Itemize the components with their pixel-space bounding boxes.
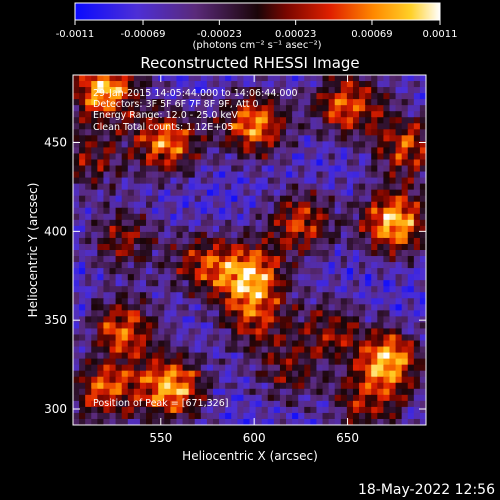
annotation-clean-counts: Clean Total counts: 1.12E+05 [93,122,233,133]
chart-title: Reconstructed RHESSI Image [140,54,359,72]
colorbar-tick-label: -0.0011 [56,29,95,40]
axes: 550 600 650 300 350 400 450 [44,75,426,445]
plot-frame [72,74,427,426]
annotation-detectors: Detectors: 3F 5F 6F 7F 8F 9F, Att 0 [93,99,259,110]
colorbar-tick-label: 0.00023 [275,29,316,40]
colorbar-tick-label: -0.00023 [197,29,242,40]
annotation-time-range: 29-Jan-2015 14:05:44.000 to 14:06:44.000 [93,88,298,99]
annotations: 29-Jan-2015 14:05:44.000 to 14:06:44.000… [93,88,298,409]
x-tick-label: 600 [243,431,266,445]
colorbar-tick-label: 0.00069 [351,29,392,40]
heatmap-image [73,75,426,425]
y-tick-label: 300 [44,402,67,416]
y-tick-label: 450 [44,136,67,150]
colorbar [74,2,441,21]
annotation-energy-range: Energy Range: 12.0 - 25.0 keV [93,110,238,121]
x-tick-label: 550 [149,431,172,445]
timestamp: 18-May-2022 12:56 [358,482,495,498]
x-axis-label: Heliocentric X (arcsec) [182,449,318,463]
colorbar-ticks: -0.0011 -0.00069 -0.00023 0.00023 0.00069 0.0… [56,20,458,40]
colorbar-unit-label: (photons cm⁻² s⁻¹ asec⁻²) [192,40,321,51]
y-tick-label: 350 [44,313,67,327]
y-axis-label: Heliocentric Y (arcsec) [26,183,40,318]
y-tick-label: 400 [44,224,67,238]
colorbar-tick-label: -0.00069 [121,29,166,40]
annotation-peak-position: Position of Peak = [671,326] [93,398,228,409]
colorbar-tick-label: 0.0011 [423,29,458,40]
x-tick-label: 650 [336,431,359,445]
